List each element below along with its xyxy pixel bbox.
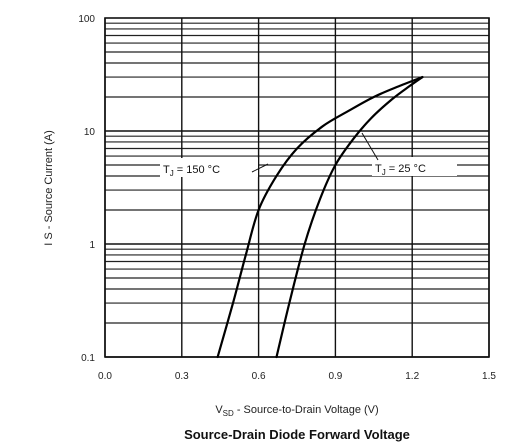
x-tick-label: 0.3 (175, 371, 189, 382)
y-axis-label: I S - Source Current (A) (43, 130, 55, 246)
label-25c-leader (361, 132, 379, 161)
series-layer (216, 75, 424, 359)
series-label-25c: TJ = 25 °C (361, 132, 457, 177)
series-label-150c: TJ = 150 °C (160, 158, 269, 178)
chart-title: Source-Drain Diode Forward Voltage (184, 427, 410, 442)
x-tick-label: 0.9 (328, 371, 342, 382)
y-tick-label: 100 (78, 14, 95, 25)
series-line-150c (216, 75, 424, 359)
svg-text:TJ = 150 °C: TJ = 150 °C (163, 164, 220, 178)
svg-text:TJ = 25 °C: TJ = 25 °C (375, 163, 426, 177)
x-tick-label: 0.6 (252, 371, 266, 382)
y-tick-label: 10 (84, 127, 96, 138)
label-150c-leader (251, 163, 269, 173)
grid (104, 18, 490, 358)
plot-frame (104, 17, 490, 358)
tick-labels: 0.0 0.3 0.6 0.9 1.2 1.5 0.1 1 10 100 (78, 14, 496, 382)
x-tick-label: 0.0 (98, 371, 112, 382)
series-line-25c (275, 75, 424, 359)
y-tick-label: 0.1 (81, 353, 95, 364)
y-tick-label: 1 (89, 240, 95, 251)
x-axis-label: VSD - Source-to-Drain Voltage (V) (215, 404, 378, 418)
x-tick-label: 1.5 (482, 371, 496, 382)
x-tick-label: 1.2 (405, 371, 419, 382)
